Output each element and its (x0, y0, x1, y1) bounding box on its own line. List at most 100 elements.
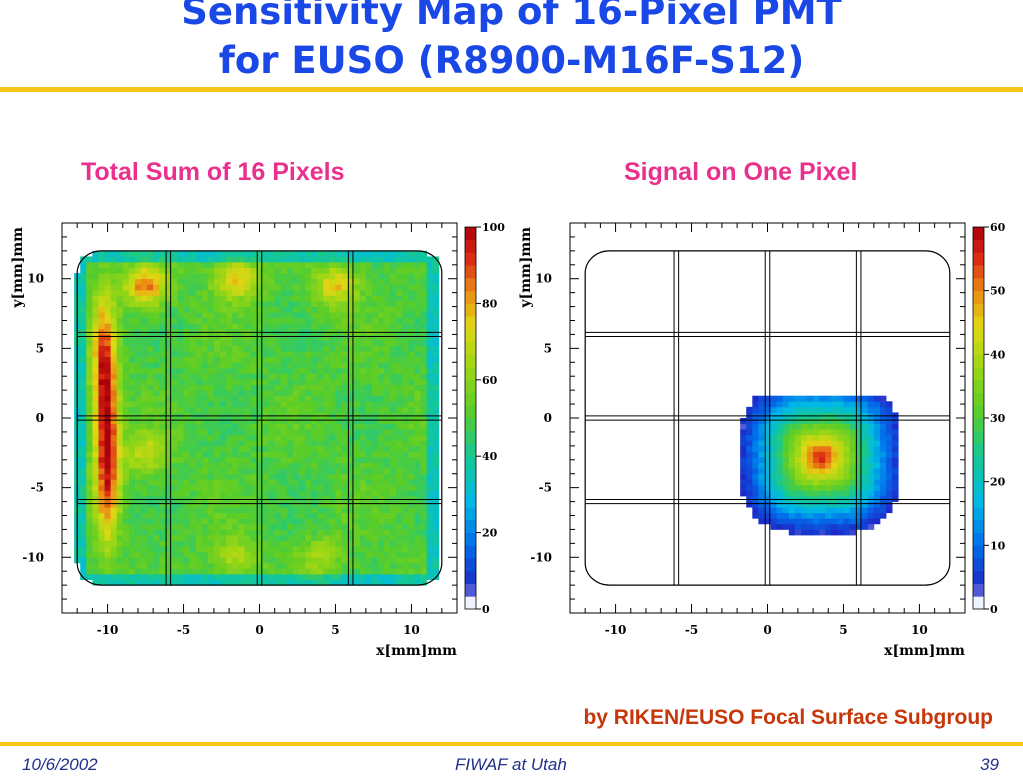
heatmap-cell (329, 284, 336, 291)
heatmap-cell (420, 406, 428, 413)
heatmap-cell (177, 295, 184, 302)
heatmap-cell (256, 457, 263, 463)
heatmap-cell (770, 473, 778, 480)
heatmap-cell (807, 518, 814, 525)
heatmap-cell (770, 401, 778, 408)
heatmap-cell (226, 529, 233, 536)
heatmap-cell (794, 429, 802, 436)
heatmap-cell (153, 356, 160, 363)
heatmap-cell (873, 512, 881, 519)
heatmap-cell (353, 445, 361, 452)
heatmap-cell (201, 507, 209, 514)
heatmap-cell (299, 479, 306, 486)
heatmap-cell (110, 540, 118, 547)
heatmap-cell (195, 423, 203, 430)
heatmap-cell (201, 362, 209, 369)
heatmap-cell (183, 540, 191, 547)
heatmap-cell (98, 289, 105, 296)
heatmap-cell (238, 395, 245, 402)
heatmap-cell (886, 501, 893, 508)
heatmap-cell (432, 490, 440, 497)
heatmap-cell (147, 289, 154, 296)
heatmap-cell (317, 267, 324, 274)
heatmap-cell (177, 512, 184, 519)
heatmap-cell (317, 323, 324, 330)
heatmap-cell (420, 579, 428, 586)
heatmap-cell (171, 490, 178, 497)
colorbar-label: 40 (482, 450, 498, 463)
heatmap-cell (238, 406, 245, 413)
heatmap-cell (165, 367, 172, 374)
heatmap-cell (353, 384, 361, 391)
heatmap-cell (305, 579, 312, 586)
heatmap-cell (171, 568, 178, 575)
heatmap-cell (420, 445, 428, 452)
heatmap-cell (165, 273, 172, 280)
heatmap-cell (299, 278, 306, 285)
heatmap-cell (159, 423, 166, 430)
heatmap-cell (323, 345, 330, 352)
heatmap-cell (153, 540, 160, 547)
heatmap-cell (128, 423, 136, 430)
heatmap-cell (238, 562, 245, 569)
colorbar-segment (465, 468, 476, 483)
heatmap-cell (323, 473, 330, 480)
heatmap-cell (390, 312, 397, 319)
heatmap-cell (274, 462, 282, 469)
heatmap-cell (317, 273, 324, 280)
heatmap-cell (280, 418, 288, 424)
heatmap-cell (292, 535, 300, 541)
heatmap-cell (207, 262, 215, 268)
heatmap-cell (147, 484, 154, 491)
heatmap-cell (341, 479, 349, 486)
heatmap-cell (183, 490, 191, 497)
heatmap-cell (165, 306, 172, 313)
heatmap-cell (886, 462, 893, 469)
heatmap-cell (299, 289, 306, 296)
heatmap-cell (116, 395, 124, 402)
heatmap-cell (128, 440, 136, 447)
heatmap-cell (311, 401, 318, 408)
heatmap-cell (262, 546, 270, 553)
heatmap-cell (323, 379, 330, 385)
heatmap-cell (238, 535, 245, 541)
heatmap-cell (195, 501, 203, 508)
heatmap-cell (353, 529, 361, 536)
heatmap-cell (855, 440, 863, 447)
heatmap-cell (213, 423, 221, 430)
heatmap-cell (201, 501, 209, 508)
heatmap-cell (311, 546, 318, 553)
colorbar-segment (973, 519, 984, 533)
heatmap-cell (195, 351, 203, 358)
heatmap-cell (861, 479, 869, 486)
heatmap-cell (892, 429, 899, 436)
heatmap-cell (378, 379, 385, 385)
heatmap-cell (256, 367, 263, 374)
heatmap-cell (426, 401, 434, 408)
heatmap-cell (746, 429, 753, 436)
heatmap-cell (432, 373, 440, 380)
heatmap-cell (408, 473, 415, 480)
colorbar-segment (465, 328, 476, 342)
heatmap-cell (390, 351, 397, 358)
heatmap-cell (244, 284, 251, 291)
heatmap-cell (286, 406, 294, 413)
heatmap-cell (122, 445, 130, 452)
heatmap-cell (171, 323, 178, 330)
heatmap-cell (201, 535, 209, 541)
heatmap-cell (274, 518, 282, 525)
heatmap-cell (159, 250, 166, 257)
heatmap-cell (220, 557, 227, 564)
heatmap-cell (384, 250, 391, 257)
heatmap-cell (98, 551, 105, 558)
heatmap-cell (189, 451, 197, 458)
heatmap-cell (110, 568, 118, 575)
heatmap-cell (213, 434, 221, 441)
heatmap-cell (317, 568, 324, 575)
heatmap-cell (238, 418, 245, 424)
heatmap-cell (165, 401, 172, 408)
heatmap-cell (311, 289, 318, 296)
heatmap-cell (414, 512, 421, 519)
heatmap-cell (329, 295, 336, 302)
heatmap-cell (365, 518, 373, 525)
